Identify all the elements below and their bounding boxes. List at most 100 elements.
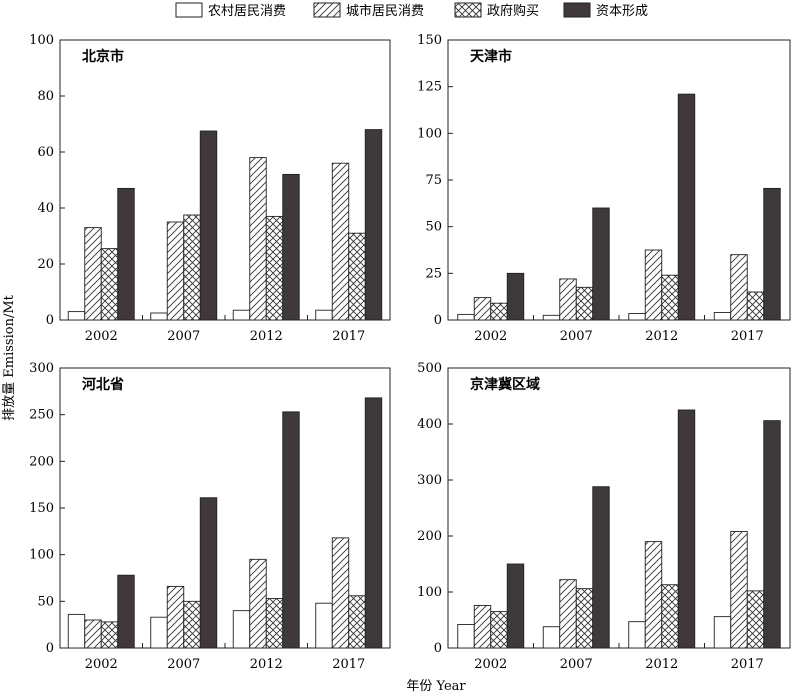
bar-urban-2007 [559,278,577,321]
bar-urban-2017 [331,162,350,321]
legend-label-urban: 城市居民消费 [346,3,424,19]
y-tick-label: 60 [37,145,54,160]
y-tick-label: 100 [417,585,442,600]
chart-panels: 0 20 40 60 80 100 北京市 2002 2007 2012 2017 0 25 50 75 10… [29,33,791,672]
x-tick-label: 2002 [85,329,118,344]
panel-title: 天津市 [470,48,512,65]
bar-gov-2012 [661,274,679,321]
bar-rural-2007 [542,314,561,321]
x-tick-label: 2002 [85,657,118,672]
bar-urban-2002 [473,297,492,321]
y-tick-label: 200 [29,454,54,469]
y-tick-label: 250 [29,408,54,423]
x-tick-label: 2012 [250,329,283,344]
bar-capital-2017 [364,129,383,321]
y-tick-label: 100 [29,548,54,563]
x-tick-label: 2017 [731,657,764,672]
legend-label-rural: 农村居民消费 [208,4,286,19]
panel-hebei: 0 50 100 150 200 250 300 河北省 2002 2007 2012 2017 [29,361,391,672]
y-tick-label: 0 [434,641,442,656]
bar-rural-2017 [315,602,333,649]
legend-label-gov: 政府购买 [487,3,539,19]
bar-gov-2007 [575,286,594,321]
y-tick-label: 40 [37,201,54,216]
bar-urban-2012 [644,249,663,321]
y-tick-label: 300 [417,473,442,488]
bar-rural-2002 [457,313,475,321]
bar-capital-2017 [763,420,781,649]
x-axis-label: 年份 Year [406,679,466,694]
bar-urban-2012 [644,541,663,649]
bar-gov-2017 [746,291,765,321]
bar-capital-2002 [506,563,525,649]
bar-gov-2002 [100,621,119,649]
x-tick-label: 2017 [332,329,365,344]
bar-capital-2007 [592,486,610,649]
y-tick-label: 400 [417,417,442,432]
bar-gov-2002 [490,302,508,321]
legend-swatch-gov [454,2,482,18]
panel-tianjin: 0 25 50 75 100 125 150 天津市 2002 2007 2012 2017 [417,33,791,344]
x-tick-label: 2012 [645,329,678,344]
panel-beijing: 0 20 40 60 80 100 北京市 2002 2007 2012 2017 [29,33,391,344]
bar-capital-2007 [592,207,610,321]
bar-rural-2012 [628,313,646,321]
bar-urban-2017 [331,537,350,649]
bar-rural-2007 [150,312,168,321]
bar-gov-2007 [183,600,201,649]
y-tick-label: 0 [46,313,54,328]
bar-rural-2012 [232,610,251,649]
bar-rural-2007 [150,616,168,649]
y-tick-label: 0 [46,641,54,656]
bar-gov-2012 [661,584,679,649]
x-tick-label: 2007 [167,329,200,344]
bar-urban-2007 [166,221,185,321]
y-tick-label: 125 [417,80,442,95]
x-tick-label: 2017 [731,329,764,344]
x-tick-label: 2007 [167,657,200,672]
bar-rural-2002 [67,613,86,649]
bar-urban-2012 [249,157,267,321]
bar-gov-2017 [348,232,366,321]
y-tick-label: 300 [29,361,54,376]
x-tick-label: 2002 [474,657,507,672]
bar-capital-2017 [364,397,383,649]
bar-urban-2002 [84,227,102,321]
bar-gov-2012 [265,215,284,321]
bar-capital-2012 [677,93,696,321]
panel-jingjinji: 0 100 200 300 400 500 京津冀区域 2002 2007 2012 2017 [417,361,791,672]
bar-rural-2017 [315,309,333,321]
bar-urban-2012 [249,558,267,649]
bar-capital-2012 [677,409,696,649]
y-tick-label: 150 [29,501,54,516]
bar-rural-2012 [232,309,251,321]
panel-title: 京津冀区域 [470,376,540,393]
y-tick-label: 20 [37,257,54,272]
bar-capital-2002 [117,187,135,321]
x-tick-label: 2002 [474,329,507,344]
bar-rural-2017 [713,312,732,321]
bar-capital-2012 [282,173,300,321]
bar-gov-2007 [183,214,201,321]
bar-capital-2017 [763,187,781,321]
y-tick-label: 25 [425,266,442,281]
x-tick-label: 2012 [645,657,678,672]
bar-gov-2017 [746,590,765,649]
bar-capital-2002 [117,574,135,649]
bar-urban-2007 [559,579,577,649]
bar-gov-2012 [265,598,284,649]
y-tick-label: 100 [417,126,442,141]
bar-urban-2002 [473,604,492,649]
y-tick-label: 0 [434,313,442,328]
bar-gov-2002 [100,248,119,321]
legend-label-capital: 资本形成 [596,4,648,19]
bar-urban-2002 [84,619,102,649]
bar-capital-2007 [199,130,218,321]
bar-urban-2017 [730,531,748,649]
legend: 农村居民消费 城市居民消费 政府购买 资本形成 [175,2,648,19]
bar-capital-2007 [199,497,218,649]
x-tick-label: 2012 [250,657,283,672]
bar-rural-2012 [628,621,646,649]
bar-gov-2007 [575,588,594,649]
